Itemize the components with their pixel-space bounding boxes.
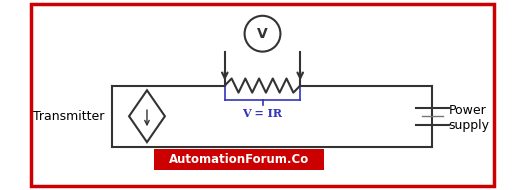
Text: V: V — [257, 27, 268, 41]
Text: V = IR: V = IR — [243, 108, 282, 119]
Text: Transmitter: Transmitter — [34, 110, 105, 123]
Text: AutomationForum.Co: AutomationForum.Co — [169, 153, 309, 166]
FancyBboxPatch shape — [154, 149, 324, 170]
Text: Power: Power — [449, 104, 487, 117]
Text: supply: supply — [449, 119, 490, 132]
